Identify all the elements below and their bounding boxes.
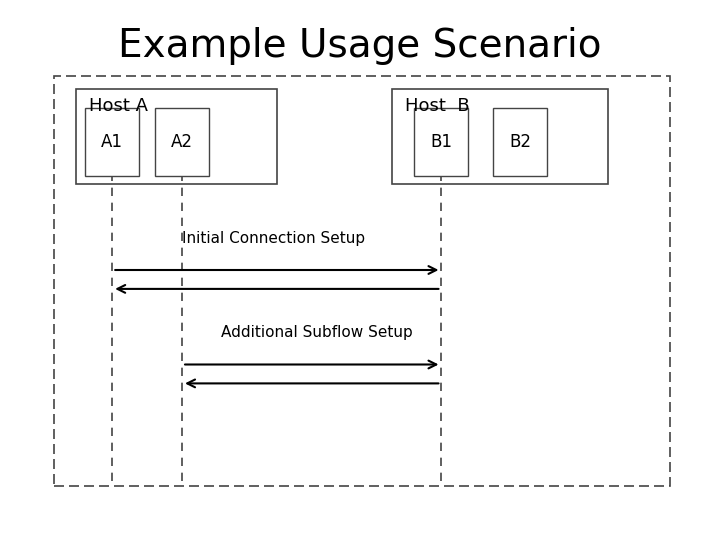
Text: Initial Connection Setup: Initial Connection Setup bbox=[182, 231, 365, 246]
Text: A1: A1 bbox=[101, 133, 123, 151]
Bar bbox=[85, 108, 139, 176]
Text: B1: B1 bbox=[430, 133, 452, 151]
Text: Host  B: Host B bbox=[405, 97, 470, 115]
Bar bbox=[76, 89, 277, 184]
Text: Additional Subflow Setup: Additional Subflow Setup bbox=[221, 325, 413, 340]
Bar bbox=[54, 76, 670, 486]
Text: Host A: Host A bbox=[89, 97, 148, 115]
Bar bbox=[155, 108, 209, 176]
Bar bbox=[392, 89, 608, 184]
Bar bbox=[493, 108, 547, 176]
Text: A2: A2 bbox=[171, 133, 193, 151]
Bar bbox=[414, 108, 468, 176]
Text: Example Usage Scenario: Example Usage Scenario bbox=[118, 27, 602, 65]
Text: B2: B2 bbox=[509, 133, 531, 151]
